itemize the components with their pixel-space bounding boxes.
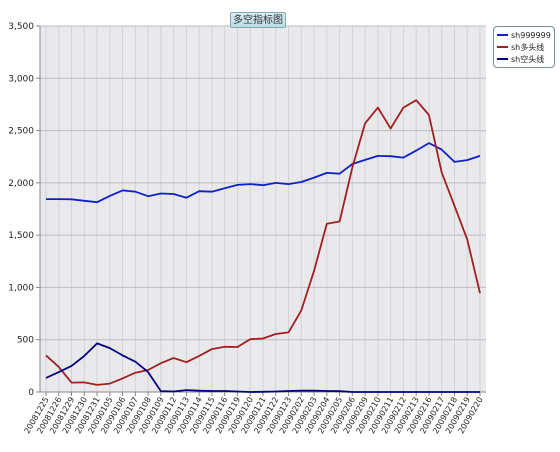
series-lines [45,99,481,393]
legend-label: sh多头线 [511,42,545,52]
y-tick-label: 3,500 [8,22,34,32]
legend-item: sh多头线 [497,41,551,53]
y-tick-label: 1,500 [8,231,34,241]
y-tick-label: 500 [17,336,34,346]
chart-title: 多空指标图 [230,12,286,28]
legend-item: sh999999 [497,29,551,41]
x-axis-ticks: 2008122520081226200812292008123020081231… [23,392,485,435]
series-line-2 [45,99,481,386]
y-tick-label: 2,500 [8,127,34,137]
legend-label: sh999999 [511,30,551,40]
legend-label: sh空头线 [511,54,545,64]
legend-swatch [497,58,508,60]
y-tick-label: 2,000 [8,179,34,189]
legend: sh999999 sh多头线 sh空头线 [493,26,555,68]
y-tick-label: 0 [28,388,34,398]
y-axis-ticks: 0 500 1,000 1,500 2,000 2,500 3,000 3,500 [8,22,40,398]
legend-swatch [497,46,508,48]
legend-item: sh空头线 [497,53,551,65]
y-tick-label: 3,000 [8,74,34,84]
series-line-3 [45,342,480,393]
series-line-1 [46,142,481,204]
legend-swatch [497,34,508,36]
y-tick-label: 1,000 [8,283,34,293]
